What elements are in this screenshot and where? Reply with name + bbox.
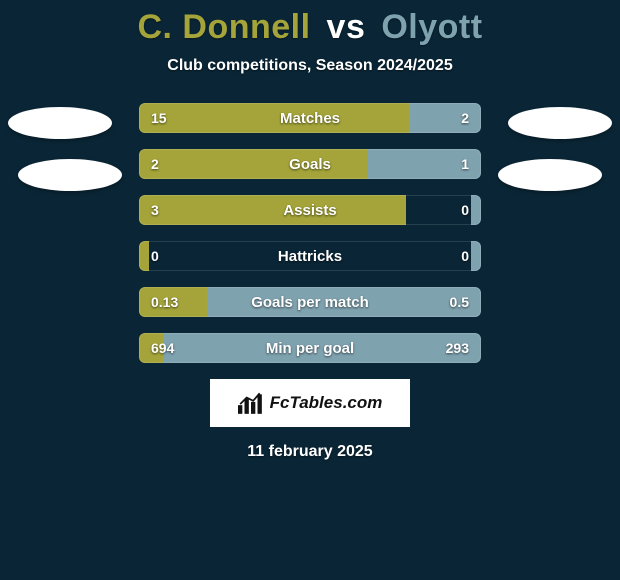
brand-chart-icon [238,392,264,414]
player2-avatar-placeholder-2 [498,159,602,191]
player2-avatar-placeholder-1 [508,107,612,139]
stat-bar-track [139,241,481,271]
stat-bar-left [139,241,149,271]
stat-bar-right [163,333,481,363]
stat-row: Min per goal694293 [139,333,481,363]
comparison-title: C. Donnell vs Olyott [0,0,620,47]
stat-bar-left [139,287,207,317]
content-area: Matches152 Goals21 Assists30 Hattricks00 Goa… [0,103,620,363]
stat-bar-left [139,333,163,363]
stat-bar-left [139,195,406,225]
stat-row: Matches152 [139,103,481,133]
player2-name: Olyott [381,8,482,46]
player1-avatar-placeholder-2 [18,159,122,191]
brand-box: FcTables.com [210,379,410,427]
stat-bar-right [409,103,481,133]
vs-text: vs [327,8,366,46]
stat-label: Hattricks [139,241,481,271]
stat-bar-right [471,195,481,225]
stat-bar-right [368,149,481,179]
stat-bar-right [207,287,481,317]
brand-text: FcTables.com [270,393,383,413]
stat-row: Goals per match0.130.5 [139,287,481,317]
stat-row: Assists30 [139,195,481,225]
stat-row: Goals21 [139,149,481,179]
stats-bars: Matches152 Goals21 Assists30 Hattricks00 Goa… [139,103,481,363]
stat-row: Hattricks00 [139,241,481,271]
stat-bar-right [471,241,481,271]
player1-name: C. Donnell [137,8,310,46]
stat-bar-left [139,103,409,133]
subtitle: Club competitions, Season 2024/2025 [0,57,620,75]
player1-avatar-placeholder-1 [8,107,112,139]
stat-bar-left [139,149,368,179]
date-text: 11 february 2025 [0,443,620,461]
